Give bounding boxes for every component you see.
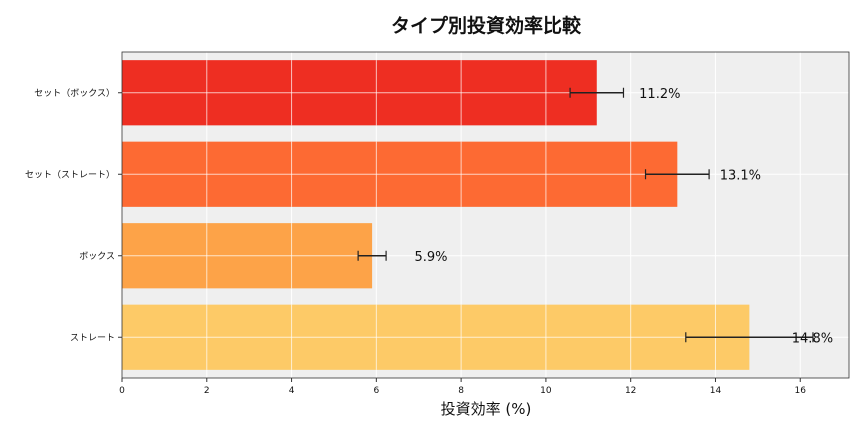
x-tick-label: 10 bbox=[540, 386, 552, 396]
x-tick-label: 6 bbox=[373, 386, 379, 396]
x-tick-label: 14 bbox=[710, 386, 722, 396]
x-tick-label: 4 bbox=[289, 386, 295, 396]
x-tick-label: 16 bbox=[795, 386, 807, 396]
data-label: 13.1% bbox=[720, 168, 761, 183]
x-tick-label: 12 bbox=[625, 386, 636, 396]
data-label: 11.2% bbox=[639, 87, 680, 102]
chart-title: タイプ別投資効率比較 bbox=[391, 14, 582, 37]
y-tick-label: ストレート bbox=[70, 333, 115, 343]
plot-frame bbox=[121, 51, 850, 379]
y-tick-label: セット（ボックス） bbox=[34, 88, 115, 99]
y-tick-label: ボックス bbox=[79, 251, 115, 262]
x-axis-label: 投資効率 (%) bbox=[441, 400, 532, 418]
x-tick-label: 8 bbox=[458, 386, 464, 396]
y-tick-label: セット（ストレート） bbox=[25, 169, 115, 180]
x-tick-label: 0 bbox=[119, 386, 125, 396]
data-label: 14.8% bbox=[792, 331, 833, 346]
data-label: 5.9% bbox=[414, 250, 447, 265]
x-tick-label: 2 bbox=[204, 386, 210, 396]
